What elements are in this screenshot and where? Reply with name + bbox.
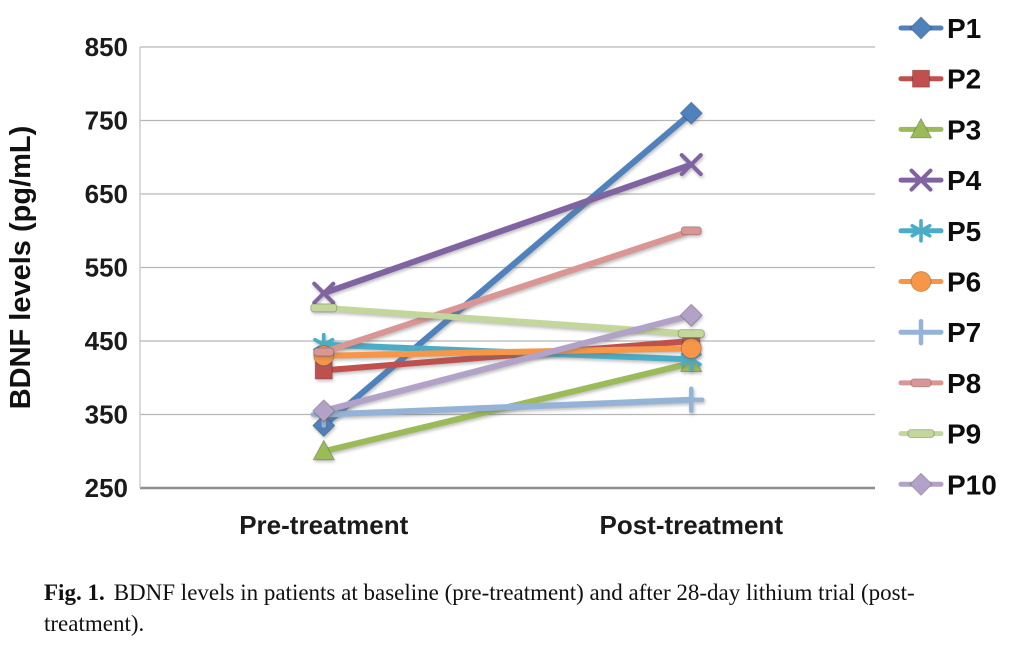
series-P7 xyxy=(310,386,705,428)
series-marker-P7-post xyxy=(678,386,705,414)
legend-marker-P6 xyxy=(910,271,932,292)
legend-label-P2: P2 xyxy=(947,64,981,95)
series-marker-P9-pre xyxy=(310,303,338,313)
legend-label-P9: P9 xyxy=(947,419,981,450)
y-tick-label-650: 650 xyxy=(85,179,128,209)
y-axis-title: BDNF levels (pg/mL) xyxy=(5,126,37,410)
legend-marker-P2 xyxy=(912,69,930,88)
bdnf-line-chart: 250 350 450 550 650 750 850 Pre-treatment Post-t… xyxy=(5,13,997,540)
legend-marker-P9 xyxy=(907,429,935,439)
y-tick-label-550: 550 xyxy=(85,253,128,283)
series-P9 xyxy=(310,303,705,339)
legend-item-P3: P3 xyxy=(898,114,981,145)
legend-label-P10: P10 xyxy=(947,469,997,500)
y-tick-label-750: 750 xyxy=(85,106,128,136)
y-tick-label-250: 250 xyxy=(85,473,128,503)
series-line-P6 xyxy=(320,345,695,359)
legend-label-P6: P6 xyxy=(947,267,981,298)
legend-label-P1: P1 xyxy=(947,13,981,44)
legend-marker-P7 xyxy=(907,318,935,346)
legend-label-P8: P8 xyxy=(947,368,981,399)
legend-label-P4: P4 xyxy=(947,165,982,196)
legend-marker-P5 xyxy=(910,219,932,243)
figure-caption: Fig. 1. BDNF levels in patients at baseli… xyxy=(44,577,996,639)
legend-label-P5: P5 xyxy=(947,216,981,247)
series-line-P2 xyxy=(320,338,695,374)
legend-item-P5: P5 xyxy=(898,216,981,247)
legend-item-P7: P7 xyxy=(898,317,981,348)
legend-item-P4: P4 xyxy=(898,165,982,196)
legend-item-P1: P1 xyxy=(898,13,981,44)
y-tick-label-350: 350 xyxy=(85,400,128,430)
series-line-P8 xyxy=(320,227,695,356)
series-marker-P6-post xyxy=(680,337,702,359)
legend-marker-P3 xyxy=(909,117,933,139)
y-tick-label-850: 850 xyxy=(85,32,128,62)
series-P8 xyxy=(313,226,702,357)
series-P10 xyxy=(312,303,703,423)
legend-marker-P8 xyxy=(910,378,932,388)
legend-marker-P4 xyxy=(909,168,933,192)
series-marker-P1-post xyxy=(679,101,703,125)
legend-item-P6: P6 xyxy=(898,267,981,298)
legend-marker-P1 xyxy=(909,16,933,40)
series-marker-P8-post xyxy=(680,226,702,236)
legend-label-P3: P3 xyxy=(947,114,981,145)
x-category-label-pre: Pre-treatment xyxy=(239,510,408,540)
series-marker-P4-post xyxy=(679,153,703,177)
legend-item-P9: P9 xyxy=(898,419,981,450)
series-line-P4 xyxy=(320,161,695,297)
legend-label-P7: P7 xyxy=(947,317,981,348)
series-marker-P3-pre xyxy=(312,439,336,461)
legend-item-P2: P2 xyxy=(898,64,981,95)
legend-marker-P10 xyxy=(909,472,933,497)
series-P1 xyxy=(312,101,703,438)
y-tick-label-450: 450 xyxy=(85,326,128,356)
series-marker-P9-post xyxy=(677,329,705,339)
series-line-P7 xyxy=(320,396,695,418)
series-marker-P8-pre xyxy=(313,347,335,357)
series-P4 xyxy=(312,153,703,305)
series-marker-P10-post xyxy=(679,303,703,327)
series-line-P10 xyxy=(320,312,695,414)
x-category-label-post: Post-treatment xyxy=(600,510,784,540)
series-line-P1 xyxy=(320,110,695,429)
legend-item-P10: P10 xyxy=(898,469,997,500)
caption-text: BDNF levels in patients at baseline (pre… xyxy=(44,580,915,636)
series-marker-P4-pre xyxy=(312,281,336,305)
caption-label: Fig. 1. xyxy=(44,580,105,605)
series-marker-P10-pre xyxy=(312,399,336,423)
legend-item-P8: P8 xyxy=(898,368,981,399)
